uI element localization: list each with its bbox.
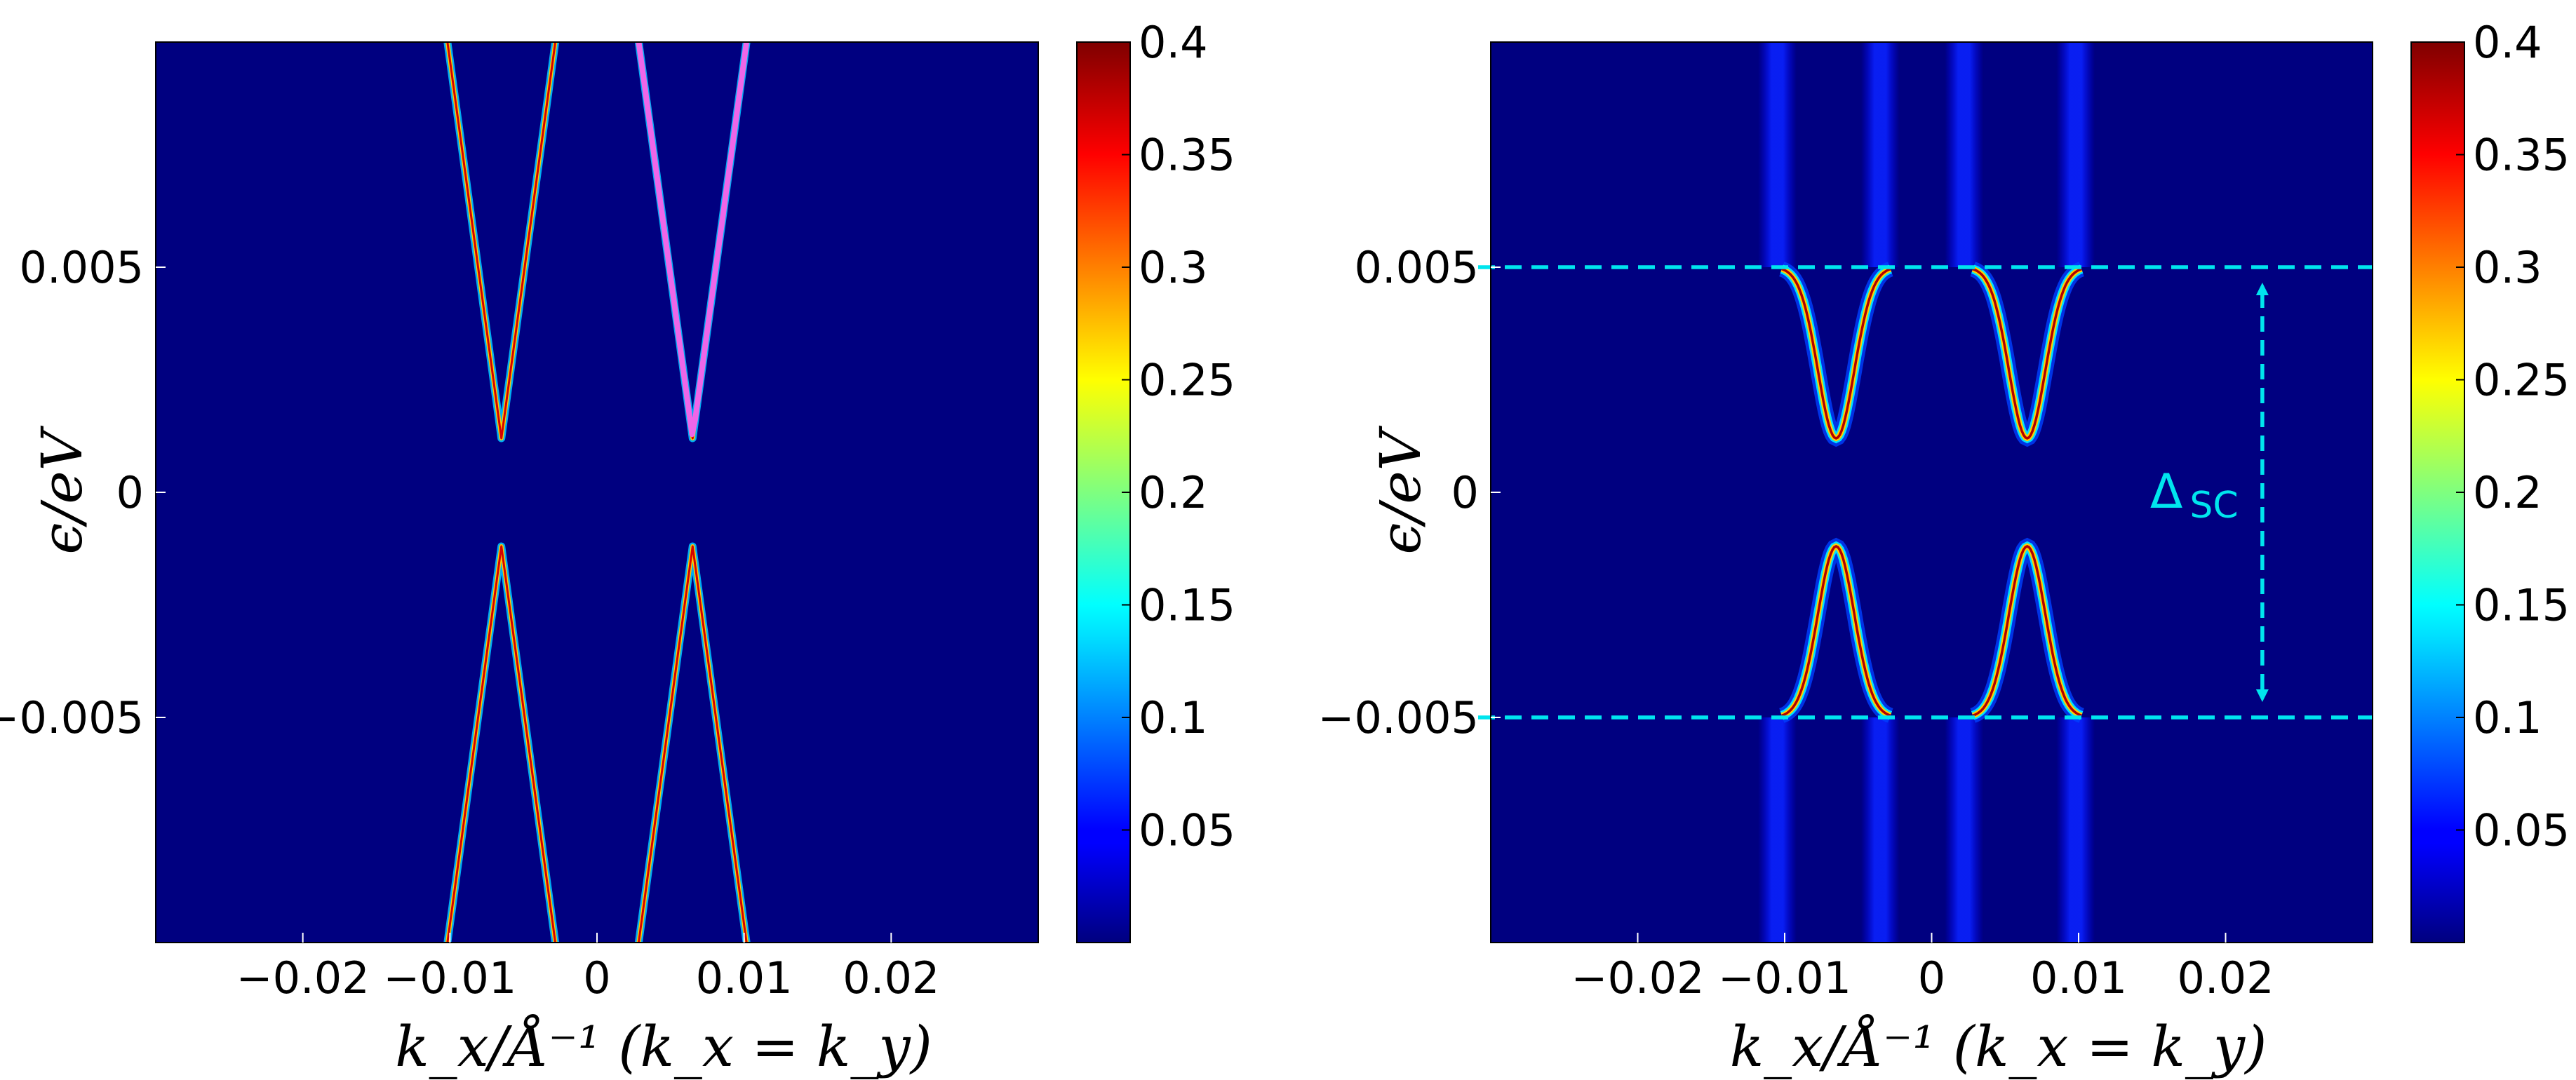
colorbar [1076, 41, 1131, 943]
glow-upper-3 [1945, 42, 1984, 267]
x-tick-label: 0 [1918, 952, 1945, 1004]
colorbar [2410, 41, 2465, 943]
colorbar-tick-label: 0.15 [2473, 580, 2570, 631]
glow-lower-3 [1945, 717, 1984, 943]
glow-upper-2 [1860, 42, 1900, 267]
x-tick-label: −0.02 [1571, 952, 1705, 1004]
lower-band-2 [637, 545, 748, 943]
y-axis-label: ϵ/eV [1368, 425, 1433, 554]
gap-arrow-head-up [2255, 283, 2269, 295]
colorbar-tick-label: 0.15 [1139, 580, 1235, 631]
colorbar-tick-label: 0.4 [2473, 17, 2542, 68]
colorbar-tick-label: 0.05 [2473, 805, 2570, 856]
colorbar-tick-label: 0.1 [2473, 692, 2542, 743]
lower-sc-band-2 [1972, 545, 2082, 717]
plot-area [443, 42, 751, 943]
chart-panel-1: −0.02 −0.01 0 0.01 0.02 0.005 0 −0.005 k_x/Å⁻¹ (… [0, 17, 1235, 1079]
colorbar-tick-label: 0.3 [2473, 242, 2542, 293]
upper-sc-band-2 [1972, 268, 2082, 440]
x-tick-label: 0.02 [2177, 952, 2274, 1004]
x-tick-label: −0.01 [383, 952, 516, 1004]
glow-lower-1 [1758, 717, 1797, 943]
plot-background [156, 42, 1038, 943]
y-tick-label: −0.005 [1318, 692, 1479, 743]
x-tick-label: 0 [583, 952, 610, 1004]
glow-upper-1 [1758, 42, 1797, 267]
x-axis-label: k_x/Å⁻¹ (k_x = k_y) [395, 1013, 932, 1079]
upper-band-1 [446, 42, 557, 440]
y-tick-label: 0 [116, 467, 144, 518]
glow-upper-4 [2056, 42, 2095, 267]
colorbar-tick-label: 0.25 [1139, 355, 1235, 406]
colorbar-tick-label: 0.05 [1139, 805, 1235, 856]
upper-sc-band-1 [1781, 268, 1891, 440]
y-axis-label: ϵ/eV [29, 425, 95, 554]
y-tick-label: 0 [1451, 467, 1479, 518]
colorbar-tick-label: 0.3 [1139, 242, 1208, 293]
x-tick-label: −0.01 [1718, 952, 1851, 1004]
lower-sc-band-1 [1781, 545, 1891, 717]
chart-panel-2: Δ SC −0.02 −0.01 0 0.01 0.02 0.005 0 −0.005 k_x/Å⁻… [1318, 17, 2570, 1079]
glow-lower-2 [1860, 717, 1900, 943]
gap-label: Δ SC [2150, 464, 2239, 527]
x-tick-label: 0.01 [2030, 952, 2127, 1004]
colorbar-tick-label: 0.25 [2473, 355, 2570, 406]
colorbar-tick-label: 0.35 [2473, 130, 2570, 181]
model-overlay-curve [636, 42, 750, 438]
x-tick-label: −0.02 [236, 952, 370, 1004]
plot-area [1758, 42, 2095, 943]
colorbar-tick-label: 0.4 [1139, 17, 1208, 68]
x-axis-label: k_x/Å⁻¹ (k_x = k_y) [1730, 1013, 2267, 1079]
lower-band-1 [446, 545, 557, 943]
gap-arrow-head-down [2255, 689, 2269, 702]
colorbar-tick-label: 0.2 [2473, 467, 2542, 518]
y-tick-label: −0.005 [0, 692, 144, 743]
x-tick-label: 0.01 [696, 952, 793, 1004]
colorbar-tick-label: 0.2 [1139, 467, 1208, 518]
x-tick-label: 0.02 [843, 952, 939, 1004]
y-tick-label: 0.005 [20, 242, 145, 293]
plot-background [1491, 42, 2373, 943]
colorbar-tick-label: 0.35 [1139, 130, 1235, 181]
colorbar-tick-label: 0.1 [1139, 692, 1208, 743]
y-tick-label: 0.005 [1355, 242, 1480, 293]
glow-lower-4 [2056, 717, 2095, 943]
